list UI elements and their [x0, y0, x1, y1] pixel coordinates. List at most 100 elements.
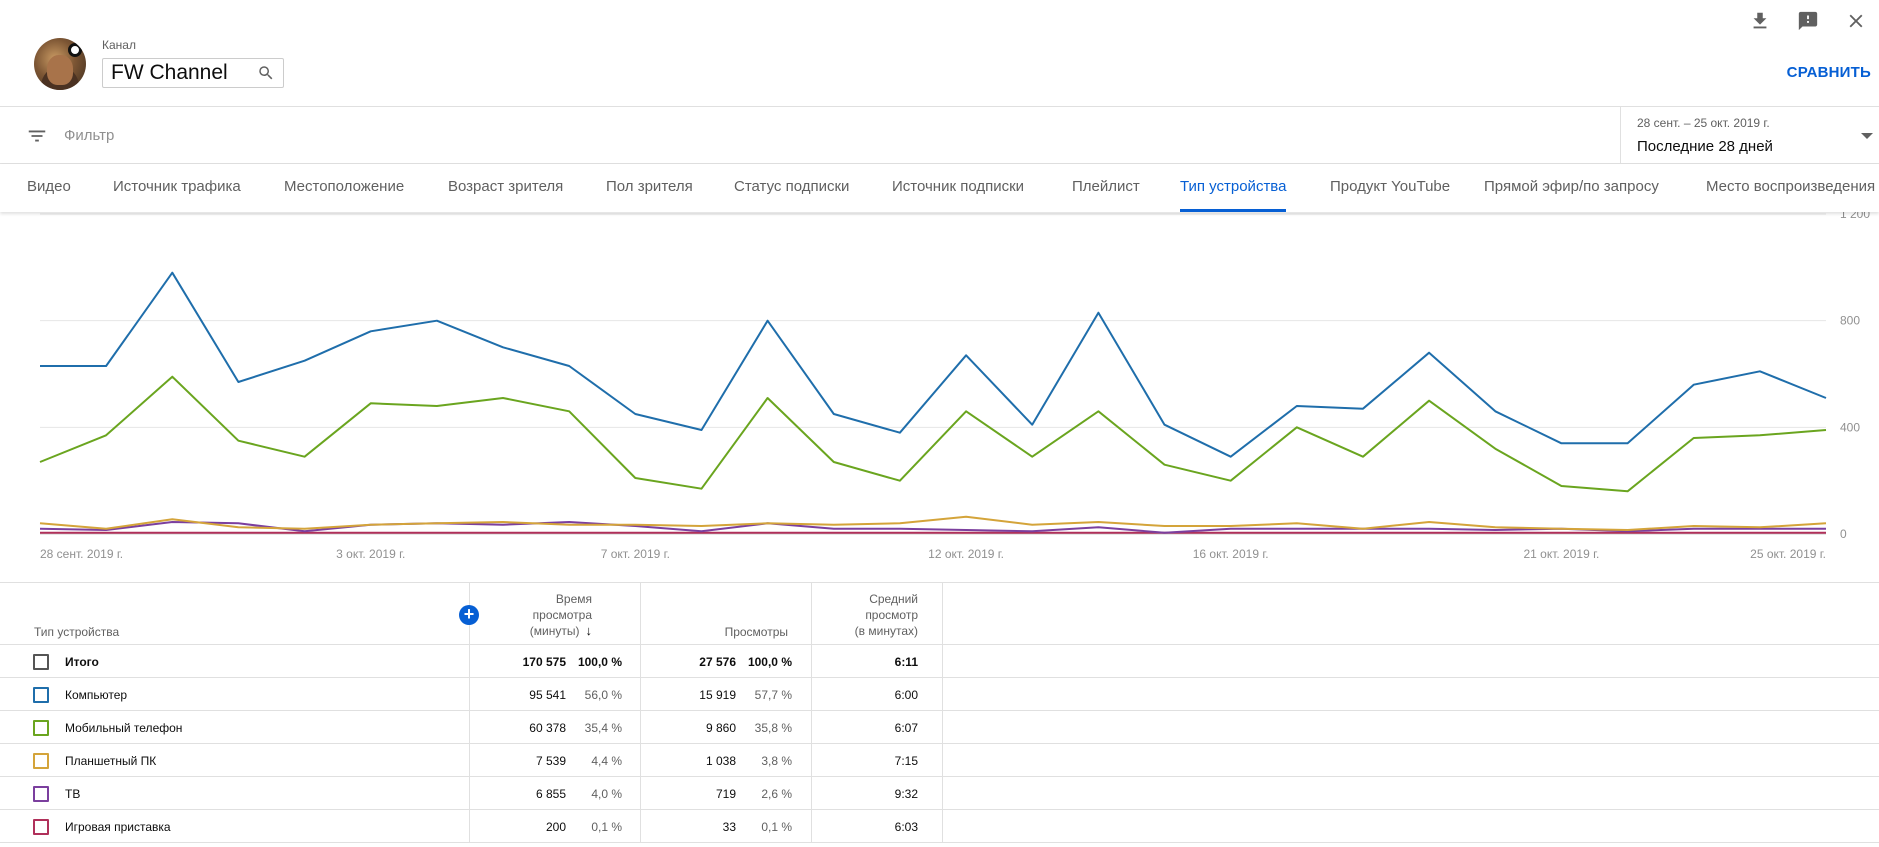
row-checkbox[interactable] [33, 687, 49, 703]
chart-canvas: 0 400 800 1 200 28 сент. 2019 г. 3 окт. 2019 … [39, 207, 1870, 561]
close-icon[interactable] [1843, 8, 1869, 34]
channel-name: FW Channel [111, 61, 228, 84]
table-row[interactable]: Игровая приставка 200 0,1 % 33 0,1 % 6:03 [0, 810, 1879, 843]
x-tick-label: 16 окт. 2019 г. [1193, 547, 1269, 561]
dropdown-caret-icon [1861, 133, 1873, 139]
tab-device-type[interactable]: Тип устройства [1180, 164, 1287, 212]
y-tick-label: 800 [1840, 314, 1860, 328]
filter-input[interactable]: Фильтр [64, 127, 115, 144]
avg-header-line: Средний [869, 592, 918, 606]
tab-location[interactable]: Местоположение [284, 178, 405, 195]
dimension-tabs: Видео Источник трафика Местоположение Во… [0, 164, 1879, 212]
row-avg-view: 6:11 [894, 655, 918, 669]
table-row[interactable]: ТВ 6 855 4,0 % 719 2,6 % 9:32 [0, 777, 1879, 810]
row-views: 9 860 [705, 721, 736, 735]
row-watch-time: 60 378 [529, 721, 566, 735]
compare-button[interactable]: СРАВНИТЬ [1786, 64, 1871, 81]
row-views-pct: 57,7 % [754, 688, 792, 702]
column-header-device: Тип устройства [34, 625, 120, 639]
row-watch-time: 200 [545, 820, 566, 834]
search-icon[interactable] [257, 64, 275, 82]
tab-live-on-demand[interactable]: Прямой эфир/по запросу [1484, 178, 1659, 195]
row-label: ТВ [65, 787, 81, 801]
table-row[interactable]: Компьютер 95 541 56,0 % 15 919 57,7 % 6:00 [0, 678, 1879, 711]
tab-playback-location[interactable]: Место воспроизведения [1706, 178, 1876, 195]
row-watch-pct: 100,0 % [577, 655, 622, 669]
series-line[interactable] [39, 515, 1827, 531]
sort-down-icon: ↓ [585, 623, 593, 638]
row-checkbox[interactable] [33, 819, 49, 835]
row-views-pct: 2,6 % [761, 787, 792, 801]
row-watch-time: 6 855 [535, 787, 566, 801]
feedback-icon[interactable] [1795, 8, 1821, 34]
channel-label: Канал [102, 38, 136, 52]
row-label: Компьютер [65, 688, 128, 702]
channel-selector: Канал FW Channel [34, 36, 284, 90]
row-views: 27 576 [699, 655, 736, 669]
tab-viewer-gender[interactable]: Пол зрителя [606, 178, 693, 195]
tab-viewer-age[interactable]: Возраст зрителя [448, 178, 564, 195]
avg-header-line: просмотр [865, 608, 918, 622]
date-range-selector[interactable]: 28 сент. – 25 окт. 2019 г. Последние 28 … [1620, 107, 1879, 163]
row-watch-time: 95 541 [529, 688, 566, 702]
tab-playlist[interactable]: Плейлист [1072, 178, 1140, 195]
table-row[interactable]: Мобильный телефон 60 378 35,4 % 9 860 35,8 %… [0, 711, 1879, 744]
x-tick-label: 3 окт. 2019 г. [336, 547, 405, 561]
row-watch-pct: 35,4 % [584, 721, 622, 735]
table-body: Итого 170 575 100,0 % 27 576 100,0 % 6:11 Комп… [0, 645, 1879, 843]
row-views: 15 919 [699, 688, 736, 702]
tab-subscription-source[interactable]: Источник подписки [892, 178, 1025, 195]
x-tick-label: 25 окт. 2019 г. [1750, 547, 1826, 561]
avatar [34, 38, 86, 90]
row-label: Итого [65, 655, 99, 669]
tab-youtube-product[interactable]: Продукт YouTube [1330, 178, 1451, 195]
watch-header-line: Время [555, 592, 592, 606]
series-line[interactable] [39, 521, 1826, 534]
y-tick-label: 400 [1840, 420, 1860, 434]
filter-bar: Фильтр 28 сент. – 25 окт. 2019 г. Послед… [0, 106, 1879, 164]
device-type-table: Тип устройства + Время просмотра (минуты… [0, 582, 1879, 843]
row-avg-view: 9:32 [894, 787, 918, 801]
table-row[interactable]: Планшетный ПК 7 539 4,4 % 1 038 3,8 % 7:15 [0, 744, 1879, 777]
header-actions [1747, 8, 1869, 34]
row-avg-view: 6:07 [894, 721, 918, 735]
tab-traffic-source[interactable]: Источник трафика [113, 178, 241, 195]
x-tick-label: 12 окт. 2019 г. [928, 547, 1004, 561]
y-tick-label: 1 200 [1840, 212, 1870, 221]
row-label: Мобильный телефон [65, 721, 183, 735]
row-checkbox[interactable] [33, 654, 49, 670]
row-checkbox[interactable] [33, 786, 49, 802]
avatar-badge-icon [68, 43, 82, 57]
column-header-watch-time[interactable]: Время просмотра (минуты) ↓ [470, 591, 592, 639]
device-type-line-chart: 0 400 800 1 200 28 сент. 2019 г. 3 окт. 2019 … [0, 207, 1879, 582]
row-watch-pct: 56,0 % [584, 688, 622, 702]
download-icon[interactable] [1747, 8, 1773, 34]
row-views: 1 038 [705, 754, 736, 768]
series-line[interactable] [40, 271, 1827, 458]
column-header-avg-view[interactable]: Средний просмотр (в минутах) [810, 591, 918, 639]
date-range-label: Последние 28 дней [1637, 138, 1773, 155]
row-watch-time: 7 539 [535, 754, 566, 768]
row-views-pct: 35,8 % [754, 721, 792, 735]
column-header-views[interactable]: Просмотры [724, 625, 788, 639]
x-tick-label: 28 сент. 2019 г. [40, 547, 123, 561]
tab-video[interactable]: Видео [27, 178, 71, 195]
row-views: 719 [715, 787, 736, 801]
channel-search-field[interactable]: FW Channel [102, 58, 284, 88]
row-watch-time: 170 575 [522, 655, 566, 669]
row-views-pct: 100,0 % [747, 655, 792, 669]
row-checkbox[interactable] [33, 720, 49, 736]
row-checkbox[interactable] [33, 753, 49, 769]
row-views-pct: 3,8 % [761, 754, 792, 768]
table-row[interactable]: Итого 170 575 100,0 % 27 576 100,0 % 6:11 [0, 645, 1879, 678]
tab-subscription-status[interactable]: Статус подписки [734, 178, 850, 195]
series-line[interactable] [39, 375, 1827, 493]
row-label: Планшетный ПК [65, 754, 157, 768]
row-label: Игровая приставка [65, 820, 171, 834]
add-metric-button[interactable]: + [459, 605, 479, 625]
avg-header-line: (в минутах) [854, 624, 918, 638]
x-tick-label: 21 окт. 2019 г. [1523, 547, 1599, 561]
row-watch-pct: 4,0 % [591, 787, 622, 801]
filter-icon[interactable] [26, 125, 48, 147]
row-views: 33 [722, 820, 736, 834]
